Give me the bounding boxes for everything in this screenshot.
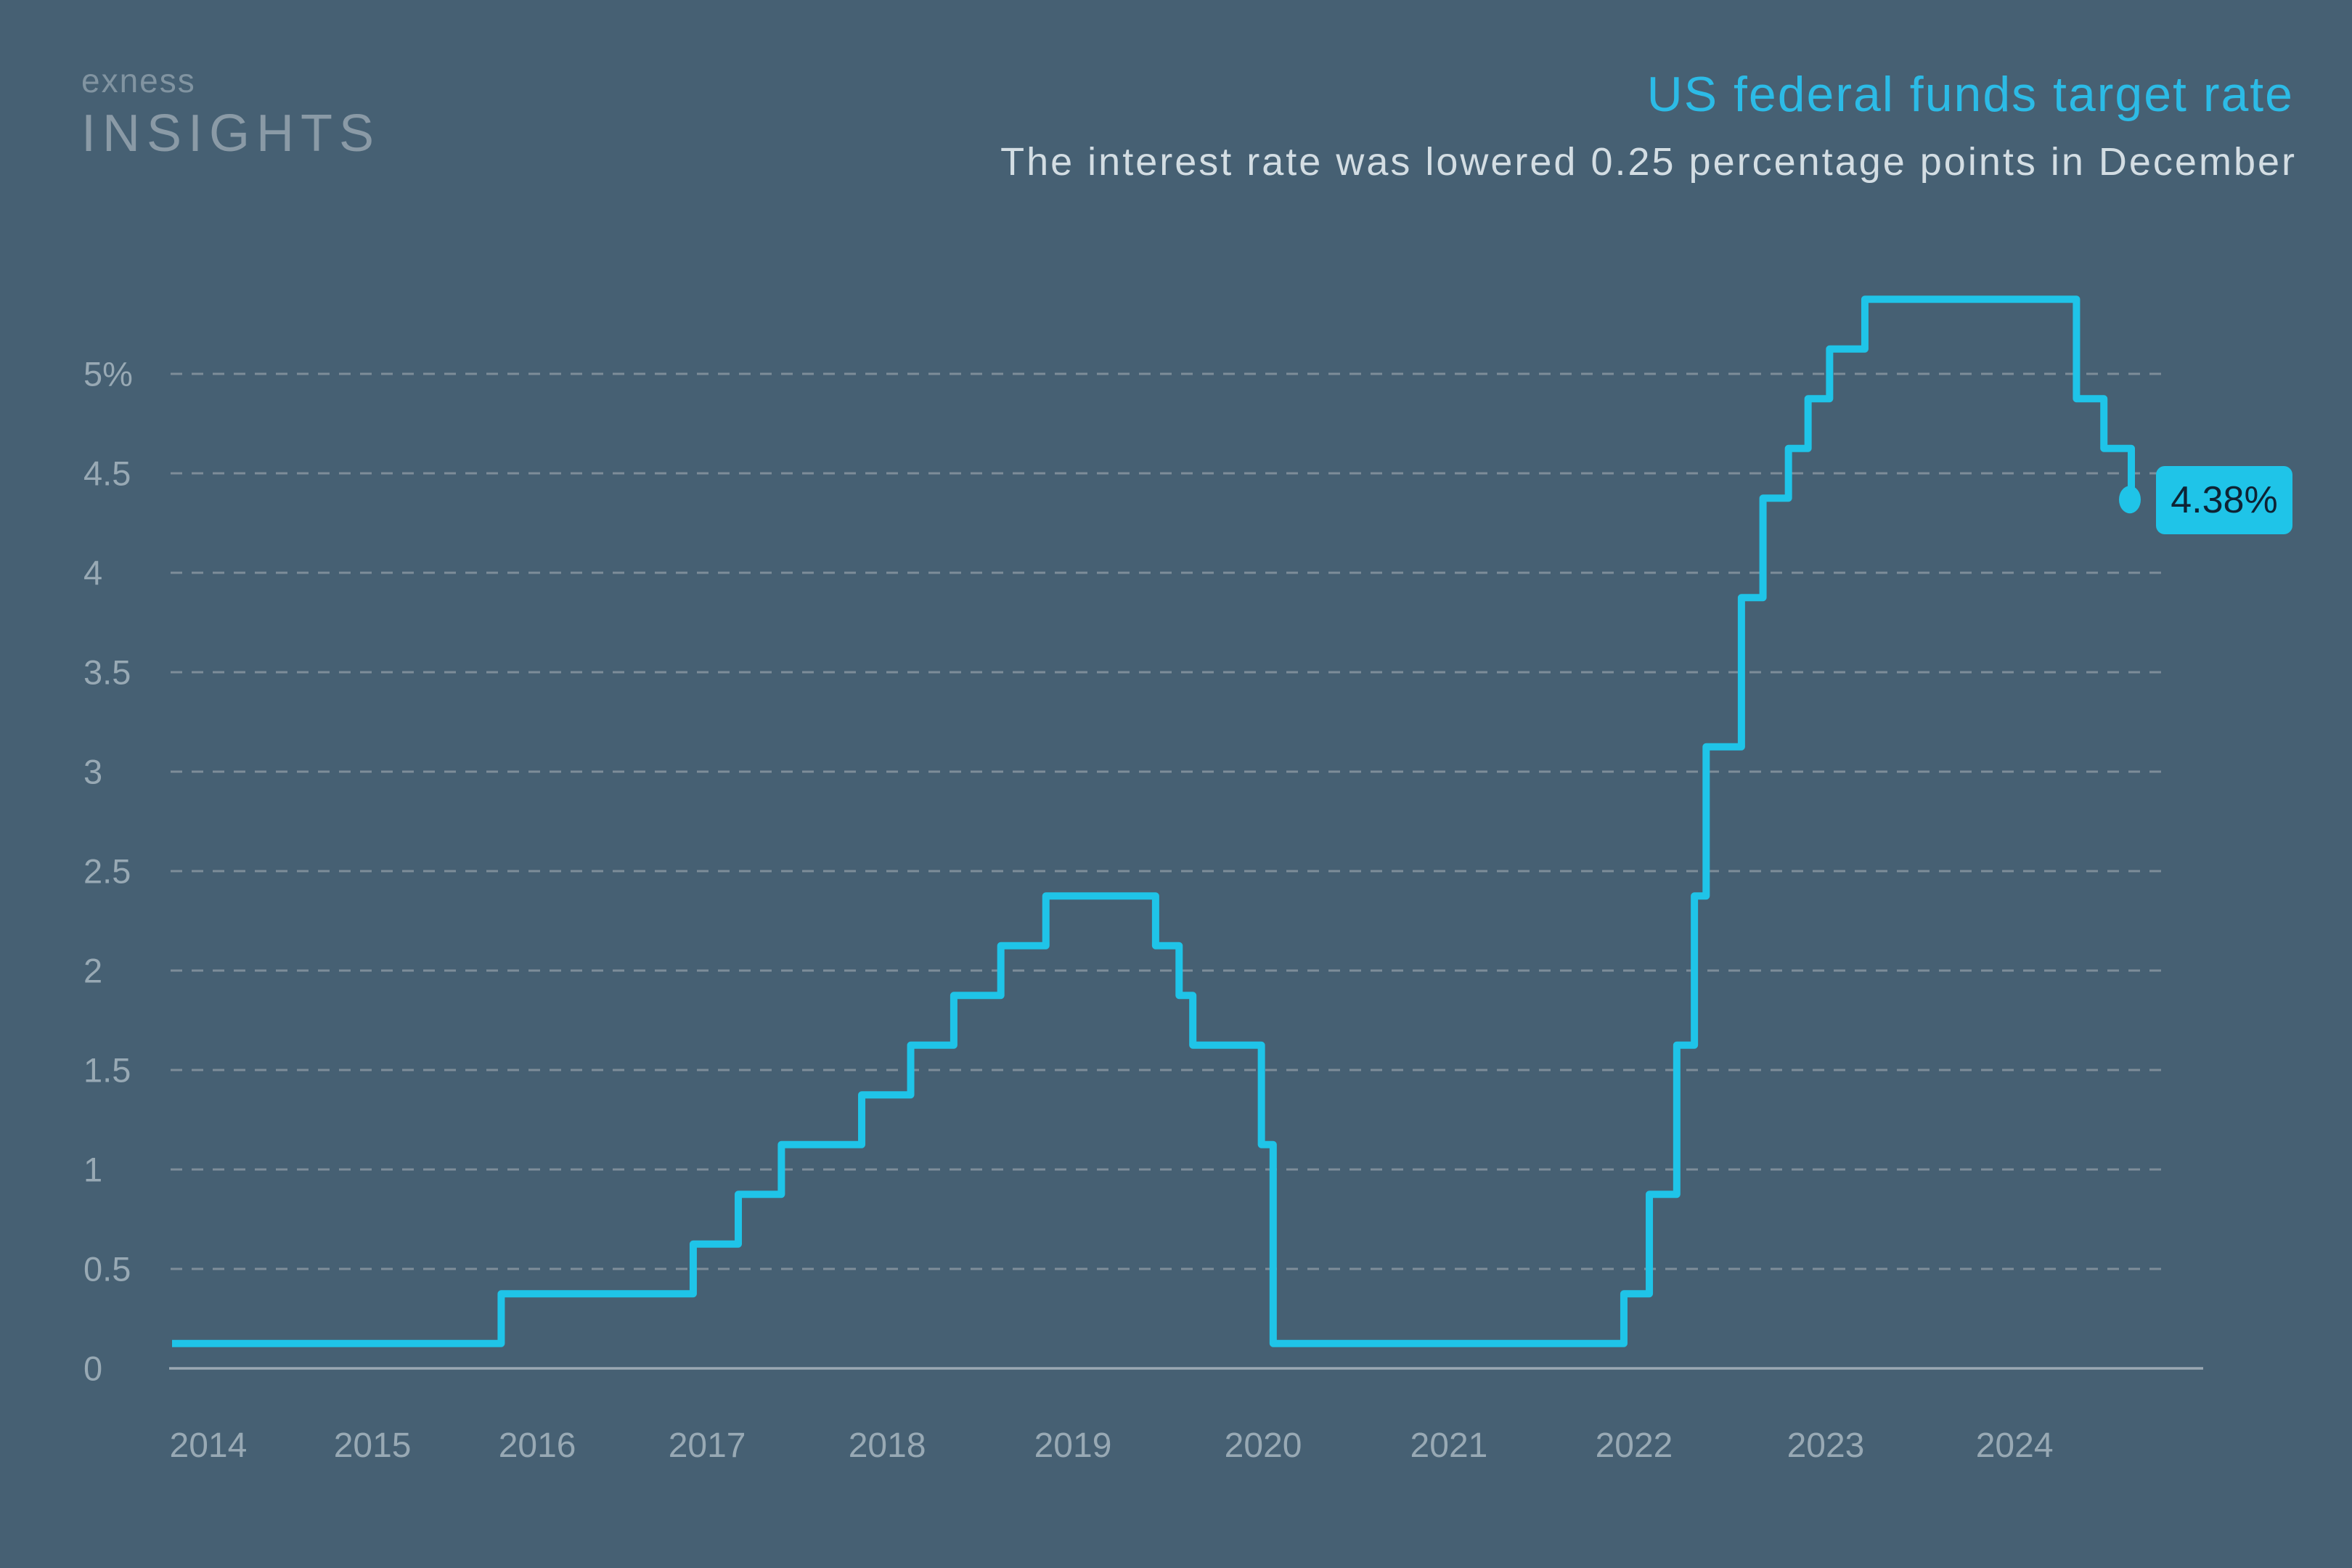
y-tick-label: 0 xyxy=(83,1349,102,1388)
logo: exness INSIGHTS xyxy=(81,64,380,160)
x-tick-label: 2024 xyxy=(1976,1426,2054,1465)
x-tick-label: 2019 xyxy=(1034,1426,1112,1465)
logo-product-text: INSIGHTS xyxy=(81,105,381,163)
current-rate-badge: 4.38% xyxy=(2156,466,2292,534)
x-tick-label: 2016 xyxy=(499,1426,576,1465)
x-tick-label: 2023 xyxy=(1787,1426,1865,1465)
y-tick-label: 4.5 xyxy=(83,454,131,493)
chart-title: US federal funds target rate xyxy=(1646,67,2294,122)
x-tick-label: 2014 xyxy=(170,1426,248,1465)
y-tick-label: 3 xyxy=(83,753,102,791)
x-tick-label: 2018 xyxy=(849,1426,926,1465)
y-tick-label: 5% xyxy=(83,355,133,393)
x-tick-label: 2017 xyxy=(669,1426,746,1465)
x-tick-label: 2021 xyxy=(1410,1426,1488,1465)
x-tick-label: 2020 xyxy=(1225,1426,1302,1465)
x-tick-label: 2015 xyxy=(334,1426,412,1465)
rate-step-line xyxy=(172,295,2135,1347)
y-tick-label: 2.5 xyxy=(83,852,131,891)
y-tick-label: 4 xyxy=(83,554,102,592)
y-tick-label: 1 xyxy=(83,1151,102,1189)
y-tick-label: 2 xyxy=(83,952,102,990)
y-tick-label: 3.5 xyxy=(83,653,131,692)
y-tick-label: 1.5 xyxy=(83,1051,131,1090)
y-tick-label: 0.5 xyxy=(83,1250,131,1289)
x-tick-label: 2022 xyxy=(1596,1426,1673,1465)
end-dot xyxy=(2119,486,2141,514)
logo-brand-text: exness xyxy=(81,62,196,99)
chart-subtitle: The interest rate was lowered 0.25 perce… xyxy=(1000,140,2297,184)
